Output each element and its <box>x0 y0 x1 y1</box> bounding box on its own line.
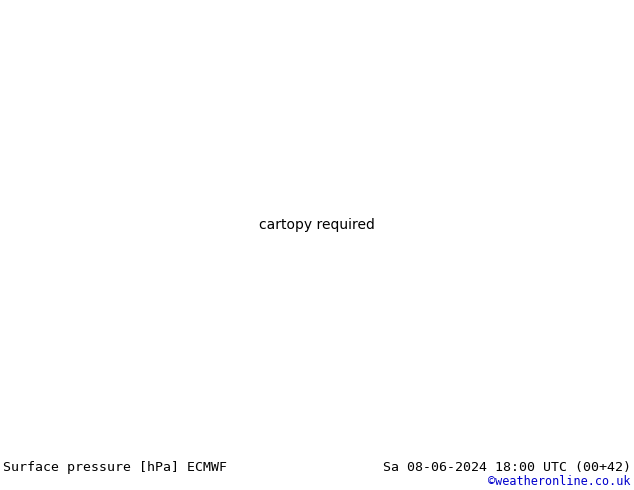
Text: ©weatheronline.co.uk: ©weatheronline.co.uk <box>488 475 631 488</box>
Text: cartopy required: cartopy required <box>259 218 375 232</box>
Text: Surface pressure [hPa] ECMWF: Surface pressure [hPa] ECMWF <box>3 461 227 474</box>
Text: Sa 08-06-2024 18:00 UTC (00+42): Sa 08-06-2024 18:00 UTC (00+42) <box>383 461 631 474</box>
